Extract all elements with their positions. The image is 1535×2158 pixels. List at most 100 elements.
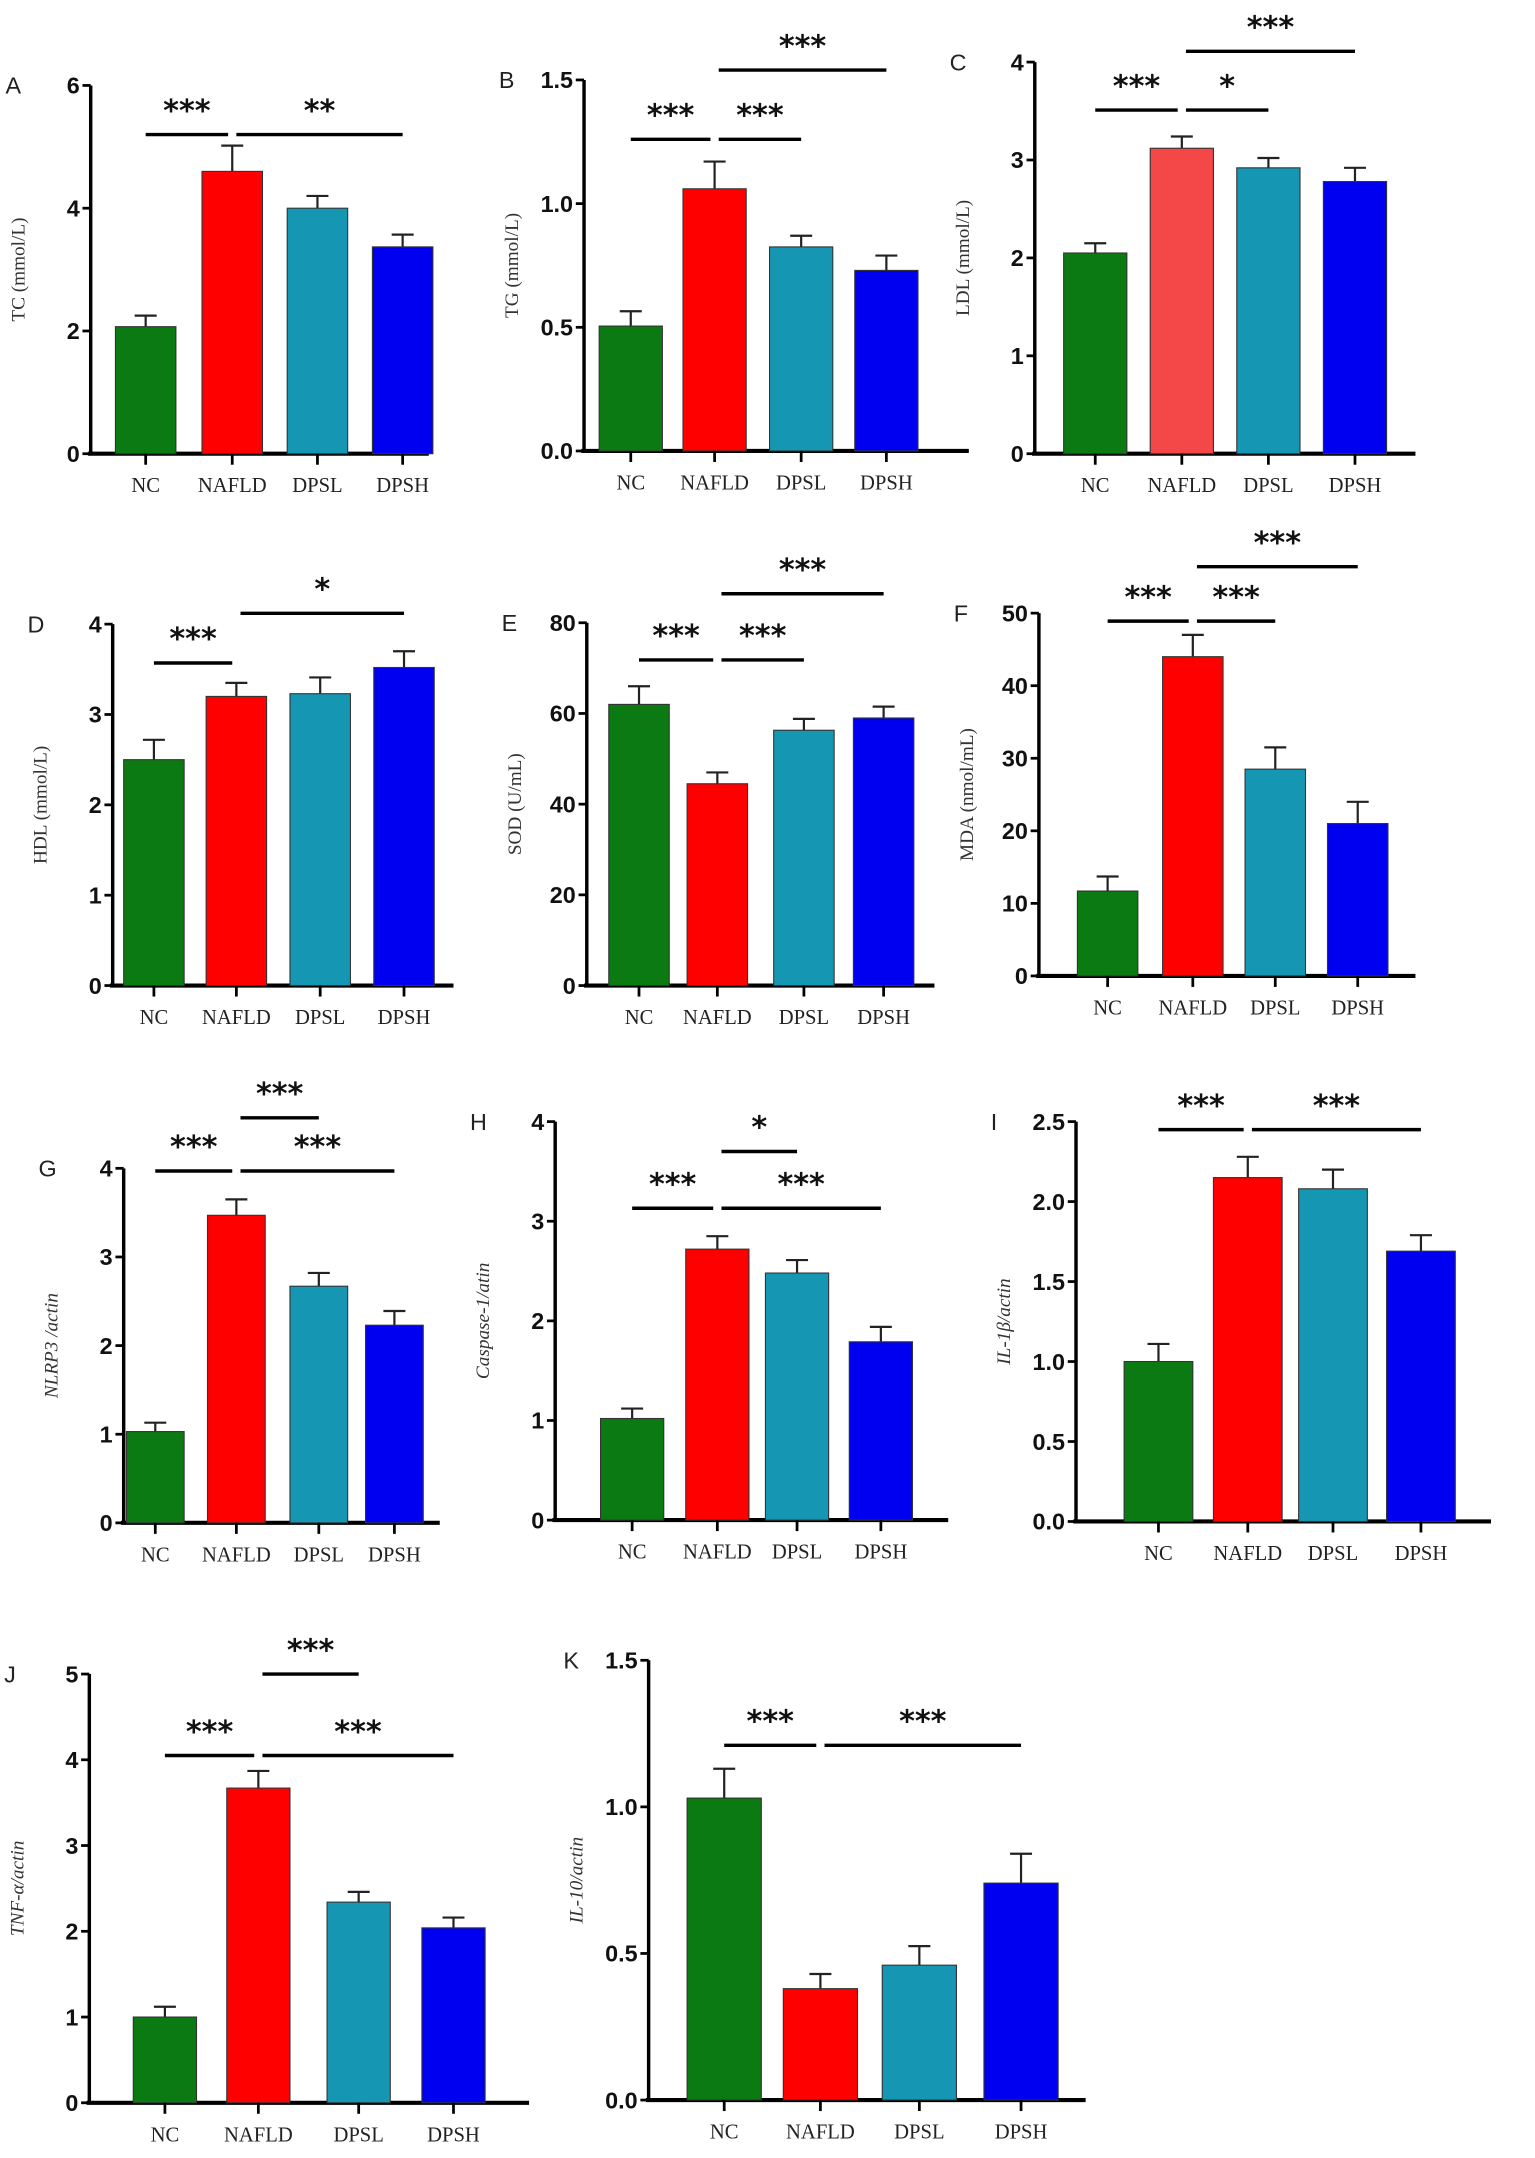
significance-label: * — [314, 573, 330, 608]
y-tick-label: 5 — [65, 1661, 78, 1687]
bar-nafld — [686, 783, 749, 987]
significance-label: *** — [652, 619, 700, 654]
bar-nafld — [782, 1988, 859, 2101]
y-axis-label: IL-1β/actin — [994, 1278, 1015, 1365]
bar-dpsl — [326, 1901, 391, 2104]
y-axis-label: NLRP3 /actin — [42, 1293, 63, 1399]
x-tick-label: NAFLD — [224, 2124, 293, 2146]
y-tick-label: 40 — [550, 791, 576, 817]
y-axis-label: MDA (nmol/mL) — [957, 728, 978, 861]
panel-b: B TG (mmol/L) 0.0 0.5 1.0 1.5 NC NAFLD DPSL DPSH *… — [499, 29, 969, 494]
y-tick-label: 60 — [550, 701, 576, 727]
x-tick-label: DPSH — [855, 1542, 908, 1564]
significance-label: * — [751, 1111, 767, 1146]
x-tick-label: NAFLD — [198, 475, 267, 497]
significance-label: *** — [779, 29, 827, 64]
bar-dpsl — [764, 1272, 830, 1521]
y-tick-label: 0 — [89, 973, 102, 999]
y-tick-label: 0 — [531, 1507, 544, 1533]
y-tick-label: 0 — [1011, 441, 1024, 467]
x-tick-label: NC — [1093, 997, 1122, 1019]
y-tick-label: 3 — [1011, 147, 1024, 173]
y-tick-label: 0.0 — [1033, 1509, 1065, 1535]
x-tick-label: NC — [1081, 475, 1110, 497]
y-tick-label: 4 — [67, 195, 80, 221]
y-tick-label: 1 — [65, 2004, 78, 2030]
y-tick-label: 1.0 — [541, 191, 573, 217]
y-tick-label: 3 — [65, 1833, 78, 1859]
x-tick-label: DPSL — [1250, 997, 1300, 1019]
x-tick-label: DPSL — [1243, 475, 1293, 497]
x-tick-label: DPSH — [857, 1007, 910, 1029]
significance-label: *** — [170, 1130, 218, 1165]
panel-letter: E — [502, 610, 518, 636]
bar-nc — [1123, 1360, 1194, 1523]
x-tick-label: DPSL — [776, 472, 826, 494]
y-tick-label: 1.5 — [605, 1648, 637, 1674]
bar-dpsl — [1244, 768, 1307, 977]
bar-dpsh — [852, 717, 915, 987]
x-tick-label: DPSH — [1329, 475, 1382, 497]
bar-dpsl — [773, 729, 835, 987]
bar-nc — [598, 325, 663, 452]
y-tick-label: 2 — [531, 1308, 544, 1334]
x-tick-label: NAFLD — [1147, 475, 1216, 497]
y-axis-label: SOD (U/mL) — [505, 753, 526, 855]
y-tick-label: 0.5 — [605, 1941, 637, 1967]
bar-nafld — [1162, 656, 1224, 977]
y-tick-label: 2.0 — [1033, 1189, 1065, 1215]
x-tick-label: DPSL — [295, 1007, 345, 1029]
x-tick-label: DPSL — [294, 1544, 344, 1566]
y-tick-label: 2 — [65, 1919, 78, 1945]
y-tick-label: 0.5 — [1033, 1429, 1065, 1455]
x-tick-label: NAFLD — [683, 1007, 752, 1029]
x-tick-label: DPSL — [333, 2124, 383, 2146]
panel-letter: B — [499, 67, 515, 93]
y-tick-label: 0.0 — [605, 2087, 637, 2113]
bar-nafld — [205, 695, 268, 987]
y-tick-label: 0 — [1015, 963, 1028, 989]
significance-label: *** — [1313, 1089, 1361, 1124]
x-tick-label: DPSL — [292, 475, 342, 497]
significance-label: *** — [899, 1705, 947, 1740]
x-tick-label: DPSH — [376, 475, 429, 497]
y-tick-label: 0.5 — [541, 315, 573, 341]
y-tick-label: 2 — [1011, 245, 1024, 271]
bar-nafld — [682, 188, 747, 452]
bar-nc — [125, 1431, 185, 1524]
y-tick-label: 20 — [1002, 818, 1028, 844]
panel-letter: H — [470, 1109, 487, 1135]
panel-g: G NLRP3 /actin 0 1 2 3 4 NC NAFLD DPSL DPSH *** *** *… — [38, 1077, 440, 1566]
y-tick-label: 3 — [531, 1208, 544, 1234]
y-tick-label: 1.0 — [605, 1794, 637, 1820]
bar-dpsl — [881, 1964, 958, 2101]
panel-letter: I — [991, 1109, 998, 1135]
bar-dpsh — [1326, 823, 1389, 977]
y-tick-label: 2 — [67, 318, 80, 344]
bar-dpsh — [421, 1927, 486, 2104]
x-tick-label: NAFLD — [680, 472, 749, 494]
significance-label: *** — [1247, 11, 1295, 46]
y-tick-label: 1 — [531, 1408, 544, 1434]
bar-nc — [123, 759, 185, 987]
x-tick-label: DPSL — [779, 1007, 829, 1029]
y-tick-label: 40 — [1002, 673, 1028, 699]
significance-label: *** — [169, 622, 217, 657]
x-tick-label: NAFLD — [786, 2122, 855, 2144]
panel-e: E SOD (U/mL) 0 20 40 60 80 NC NAFLD DPSL DPSH *** **… — [502, 553, 935, 1029]
panel-letter: K — [563, 1648, 579, 1674]
x-tick-label: NAFLD — [1213, 1543, 1282, 1565]
bar-nafld — [1212, 1177, 1283, 1523]
y-axis-label: IL-10/actin — [567, 1837, 588, 1924]
significance-label: *** — [779, 553, 827, 588]
x-tick-label: NAFLD — [202, 1544, 271, 1566]
y-tick-label: 2 — [89, 792, 102, 818]
x-tick-label: NC — [131, 475, 160, 497]
y-tick-label: 10 — [1002, 891, 1028, 917]
bar-dpsl — [289, 1285, 349, 1524]
bar-nc — [1076, 890, 1139, 977]
y-tick-label: 1 — [100, 1421, 113, 1447]
significance-label: *** — [1254, 526, 1302, 561]
